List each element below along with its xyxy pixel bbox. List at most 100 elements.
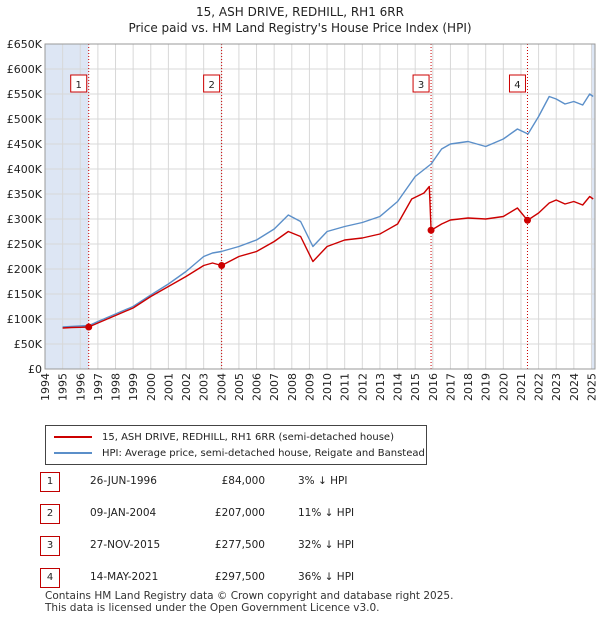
x-tick-label: 2007 (268, 373, 281, 401)
x-tick-label: 2011 (339, 373, 352, 401)
footer-licence: This data is licensed under the Open Gov… (45, 602, 380, 614)
y-tick-label: £150K (7, 288, 43, 301)
x-tick-label: 1996 (74, 373, 87, 401)
grid-lines (44, 43, 595, 370)
x-tick-label: 2022 (533, 373, 546, 401)
x-tick-label: 2025 (585, 373, 598, 401)
y-tick-label: £250K (7, 238, 43, 251)
sale-date: 27-NOV-2015 (90, 539, 161, 551)
y-tick-label: £50K (14, 338, 43, 351)
sale-date: 26-JUN-1996 (90, 475, 157, 487)
y-tick-label: £200K (7, 263, 43, 276)
x-tick-label: 2001 (162, 373, 175, 401)
plot-area-frame (44, 43, 596, 370)
legend-item-property: 15, ASH DRIVE, REDHILL, RH1 6RR (semi-de… (54, 430, 394, 444)
y-tick-label: £450K (7, 138, 43, 151)
sale-hpi-diff: 3% ↓ HPI (298, 475, 348, 487)
x-tick-label: 2010 (321, 373, 334, 401)
y-tick-label: £600K (7, 63, 43, 76)
x-tick-label: 2017 (444, 373, 457, 401)
x-tick-label: 1994 (39, 373, 52, 401)
sale-number-badge: 1 (40, 472, 60, 492)
x-tick-label: 2004 (215, 373, 228, 401)
sale-marker-box (508, 74, 526, 93)
x-tick-label: 2009 (303, 373, 316, 401)
chart-title-subtitle: Price paid vs. HM Land Registry's House … (128, 21, 472, 35)
property-price-line (62, 185, 594, 329)
y-tick-label: £650K (7, 38, 43, 51)
sale-marker-lines (88, 44, 528, 369)
x-tick-label: 1998 (110, 373, 123, 401)
sale-bands (45, 44, 595, 369)
sale-hpi-diff: 36% ↓ HPI (298, 571, 355, 583)
legend: 15, ASH DRIVE, REDHILL, RH1 6RR (semi-de… (45, 425, 427, 465)
legend-swatch-hpi (54, 452, 92, 454)
y-axis: £0 £50K £100K £150K £200K £250K £300K £350K £400… (7, 38, 43, 376)
shaded-band (591, 44, 595, 369)
sale-number-badge: 2 (40, 504, 60, 524)
x-tick-label: 2013 (374, 373, 387, 401)
x-axis: 1994 1995 1996 1997 1998 1999 2000 2001 2002 2003… (39, 373, 598, 401)
x-tick-label: 2002 (180, 373, 193, 401)
y-tick-label: £0 (28, 363, 42, 376)
y-tick-label: £550K (7, 88, 43, 101)
y-tick-label: £100K (7, 313, 43, 326)
sale-point (85, 323, 93, 331)
sale-point (427, 226, 435, 234)
y-tick-label: £300K (7, 213, 43, 226)
footer-copyright: Contains HM Land Registry data © Crown c… (45, 590, 454, 602)
sale-marker-box (70, 74, 88, 93)
x-tick-label: 1997 (92, 373, 105, 401)
sale-price: £277,500 (214, 539, 265, 551)
sale-marker-label: 3 (418, 80, 424, 91)
sale-date: 14-MAY-2021 (90, 571, 159, 583)
sale-hpi-diff: 32% ↓ HPI (298, 539, 355, 551)
table-row: 2 09-JAN-2004 £207,000 11% ↓ HPI (40, 504, 600, 524)
sale-point (218, 262, 226, 269)
x-tick-label: 2015 (409, 373, 422, 401)
x-tick-label: 2024 (568, 373, 581, 401)
x-tick-label: 2020 (497, 373, 510, 401)
sale-marker-box (412, 74, 430, 93)
sale-date: 09-JAN-2004 (90, 507, 157, 519)
x-tick-label: 2005 (233, 373, 246, 401)
x-tick-label: 2003 (198, 373, 211, 401)
hpi-line (62, 93, 594, 328)
x-tick-label: 2016 (427, 373, 440, 401)
x-tick-label: 2000 (145, 373, 158, 401)
shaded-band (45, 44, 89, 369)
sale-marker-box (203, 74, 221, 93)
x-tick-label: 2014 (392, 373, 405, 401)
legend-item-hpi: HPI: Average price, semi-detached house,… (54, 446, 425, 460)
legend-swatch-property (54, 436, 92, 438)
x-tick-label: 2021 (515, 373, 528, 401)
sale-price: £297,500 (214, 571, 265, 583)
series-lines (62, 93, 594, 329)
x-tick-label: 2023 (550, 373, 563, 401)
footer: Contains HM Land Registry data © Crown c… (45, 590, 453, 614)
y-tick-label: £400K (7, 163, 43, 176)
y-tick-label: £500K (7, 113, 43, 126)
sale-marker-label: 1 (76, 80, 82, 91)
chart-title-address: 15, ASH DRIVE, REDHILL, RH1 6RR (196, 5, 404, 19)
sale-number-markers: 1 2 3 4 (70, 74, 526, 93)
y-tick-label: £350K (7, 188, 43, 201)
x-tick-label: 2018 (462, 373, 475, 401)
x-tick-label: 2019 (480, 373, 493, 401)
sale-number-badge: 4 (40, 568, 60, 588)
table-row: 3 27-NOV-2015 £277,500 32% ↓ HPI (40, 536, 600, 556)
table-row: 4 14-MAY-2021 £297,500 36% ↓ HPI (40, 568, 600, 588)
legend-label-hpi: HPI: Average price, semi-detached house,… (102, 447, 425, 459)
x-tick-label: 1999 (127, 373, 140, 401)
x-tick-label: 2008 (286, 373, 299, 401)
price-chart: 1 2 3 4 £0 £50K £100K £150K £200K £250K £300K £350… (7, 38, 599, 401)
x-tick-label: 2006 (251, 373, 264, 401)
sale-point (523, 216, 531, 224)
sale-price: £207,000 (214, 507, 265, 519)
sale-marker-label: 2 (208, 80, 214, 91)
legend-label-property: 15, ASH DRIVE, REDHILL, RH1 6RR (semi-de… (102, 431, 394, 443)
sale-points (85, 216, 531, 331)
sale-price: £84,000 (221, 475, 265, 487)
table-row: 1 26-JUN-1996 £84,000 3% ↓ HPI (40, 472, 600, 492)
sale-marker-label: 4 (514, 80, 520, 91)
